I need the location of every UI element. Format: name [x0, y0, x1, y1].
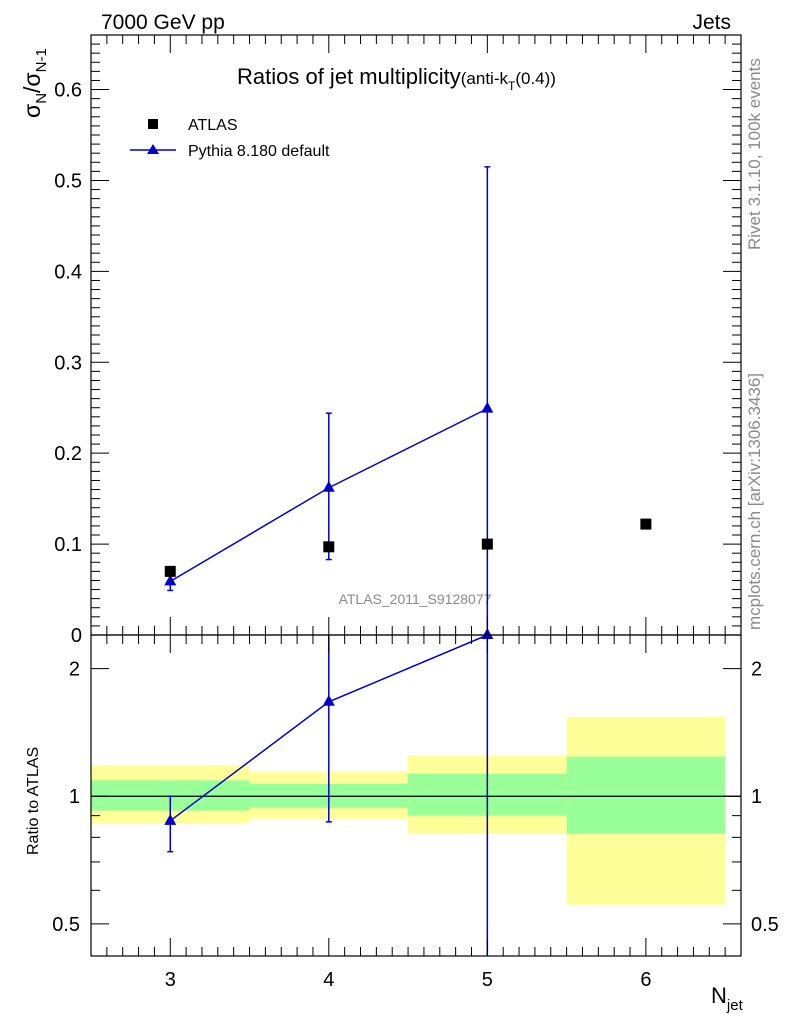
chart-title: Ratios of jet multiplicity(anti-kT(0.4)) [237, 64, 556, 93]
main-ytick-label-0.2: 0.2 [54, 443, 82, 465]
chart-title-sub: T [508, 79, 516, 93]
ratio-band-inner-3 [566, 756, 726, 834]
main-y-label-sigma: σ [19, 104, 45, 118]
ratio-ytick-label-left-0.5: 0.5 [52, 914, 80, 936]
atlas-point-4 [323, 541, 335, 553]
x-axis-label-sub: jet [726, 997, 744, 1014]
x-axis-label-main: N [711, 983, 727, 1008]
legend-atlas-label: ATLAS [188, 117, 238, 134]
header-right: Jets [692, 11, 731, 34]
legend-pythia-marker [147, 144, 159, 154]
pythia-ratio-point-4 [322, 694, 335, 706]
rivet-label: Rivet 3.1.10, 100k events [745, 58, 764, 250]
ratio-ytick-label-left-2: 2 [69, 659, 80, 681]
main-ytick-label-0.1: 0.1 [54, 534, 82, 556]
ratio-ytick-label-left-1: 1 [69, 786, 80, 808]
main-ytick-label-0.4: 0.4 [54, 261, 82, 283]
main-y-label-slash: /σ [19, 72, 45, 93]
atlas-point-5 [481, 538, 493, 550]
pythia-main-point-3 [164, 574, 177, 586]
main-y-label: σN/σN-1 [19, 48, 50, 118]
ratio-y-label: Ratio to ATLAS [25, 747, 42, 855]
main-ytick-label-0.6: 0.6 [54, 80, 82, 102]
main-y-label-sub2: N-1 [33, 48, 50, 72]
legend-pythia-label: Pythia 8.180 default [188, 143, 330, 160]
main-ytick-label-0: 0 [71, 625, 82, 647]
ratio-ytick-label-right-1: 1 [751, 786, 762, 808]
main-y-label-sub1: N [33, 93, 50, 104]
header-left: 7000 GeV pp [101, 11, 225, 34]
xtick-label-4: 4 [323, 969, 334, 991]
chart-title-main: Ratios of jet multiplicity [237, 64, 461, 89]
analysis-watermark: ATLAS_2011_S9128077 [339, 591, 492, 607]
pythia-ratio-point-3 [164, 813, 177, 825]
xtick-label-3: 3 [165, 969, 176, 991]
x-axis-label: Njet [711, 983, 744, 1014]
ratio-frame [90, 634, 742, 957]
pythia-main-point-4 [322, 480, 335, 492]
atlas-point-3 [164, 565, 176, 577]
main-ytick-label-0.3: 0.3 [54, 352, 82, 374]
atlas-point-6 [640, 518, 652, 530]
chart-title-tail: (0.4)) [515, 69, 556, 88]
pythia-main-point-5 [481, 401, 494, 413]
legend-atlas-marker [148, 119, 158, 129]
legend: ATLAS Pythia 8.180 default [130, 117, 330, 160]
main-ytick-label-0.5: 0.5 [54, 170, 82, 192]
mcplots-label: mcplots.cern.ch [arXiv:1306.3436] [745, 373, 764, 630]
chart-title-suffix: (anti-k [461, 69, 509, 88]
ratio-ytick-label-right-0.5: 0.5 [751, 914, 779, 936]
xtick-label-5: 5 [482, 969, 493, 991]
xtick-label-6: 6 [640, 969, 651, 991]
ratio-ytick-label-right-2: 2 [751, 659, 762, 681]
